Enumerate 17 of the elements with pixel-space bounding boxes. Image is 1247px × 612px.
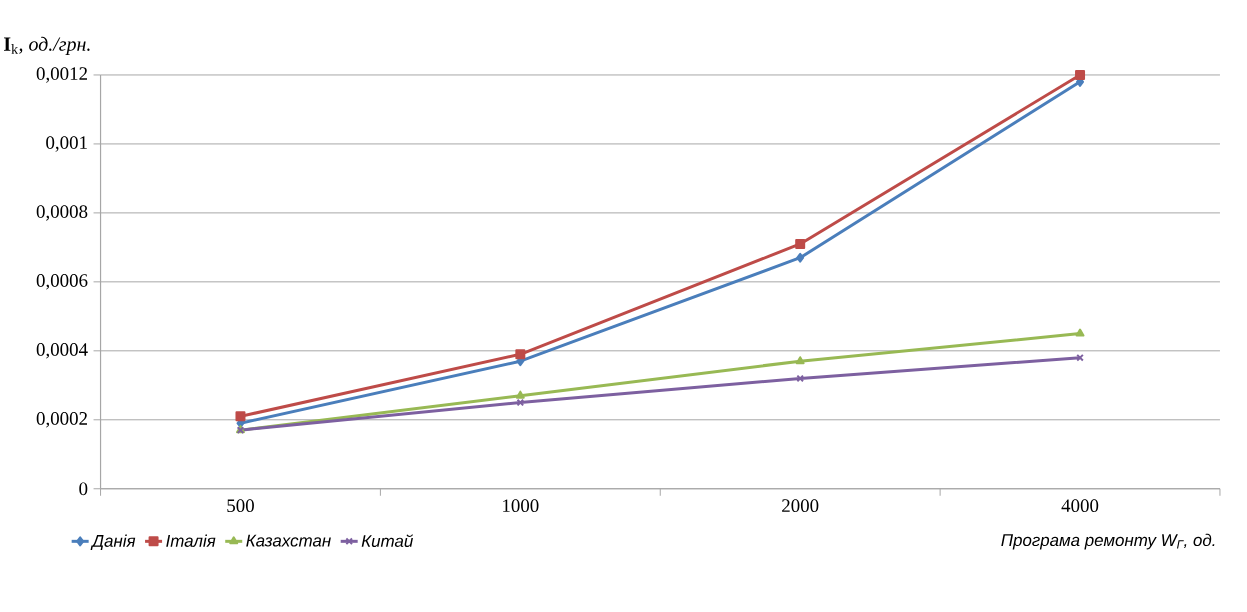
x-tick-label: 500 (227, 499, 254, 513)
legend-label: Казахстан (246, 534, 331, 547)
x-axis-title: Програма ремонту W$_{Г}$, од. (1001, 533, 1215, 550)
x-tick-label: 4000 (1061, 499, 1099, 513)
y-tick-label: 0,0004 (36, 343, 88, 359)
legend-label: Данія (90, 534, 136, 551)
legend-label: Китай (361, 534, 413, 548)
y-tick-label: 0,0012 (36, 67, 87, 83)
x-tick-label: 2000 (782, 499, 819, 513)
y-tick-label: 0,0008 (36, 205, 88, 221)
y-tick-label: 0,0006 (36, 274, 88, 290)
x-tick-label: 1000 (503, 499, 539, 513)
y-tick-label: 0 (79, 482, 88, 496)
y-tick-label: 0,001 (46, 136, 87, 152)
y-tick-label: 0,0002 (36, 412, 87, 428)
legend-label: Італія (166, 534, 216, 548)
y-axis-title: I$_{k}$, од./грн. (4, 36, 90, 56)
